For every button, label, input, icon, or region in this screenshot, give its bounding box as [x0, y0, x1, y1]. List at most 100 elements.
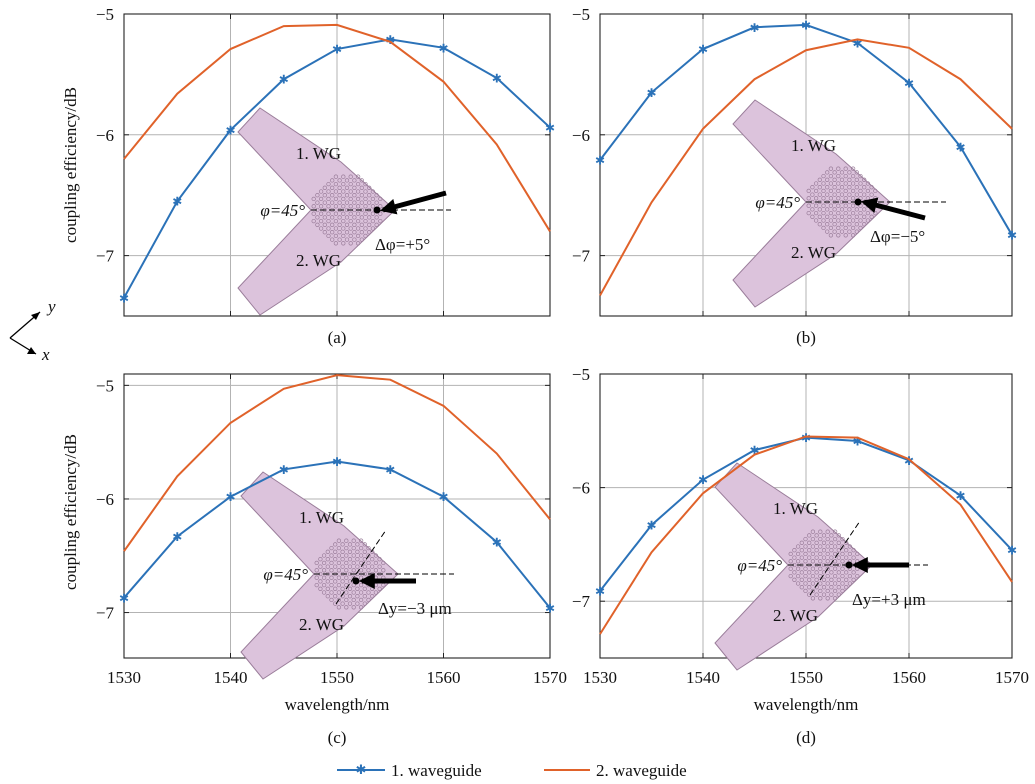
grating-hole [340, 549, 345, 554]
grating-hole [839, 229, 845, 234]
grating-hole [314, 568, 319, 573]
inset-wg2-label: 2. WG [773, 606, 818, 625]
grating-hole [370, 226, 376, 231]
grating-hole [341, 211, 346, 216]
grating-hole [810, 581, 816, 586]
inset-wg2-label: 2. WG [299, 615, 344, 634]
grating-hole [333, 557, 338, 562]
grating-hole [844, 570, 849, 575]
grating-hole [359, 193, 364, 198]
grating-hole [333, 542, 338, 547]
grating-hole [347, 564, 353, 569]
grating-hole [348, 211, 353, 216]
grating-hole [330, 230, 335, 235]
grating-hole [847, 229, 852, 234]
grating-hole [341, 181, 346, 187]
fiber-position-dot [373, 206, 381, 214]
grating-hole [817, 192, 822, 197]
grating-hole [355, 241, 361, 246]
inset-wg1-label: 1. WG [791, 136, 836, 155]
grating-hole [825, 559, 830, 564]
grating-hole [821, 585, 827, 590]
incidence-arrow [860, 197, 926, 221]
grating-hole [858, 210, 863, 216]
grating-hole [813, 188, 819, 194]
grating-hole [333, 174, 339, 179]
grating-hole [799, 548, 804, 553]
grating-hole [337, 178, 342, 183]
grating-hole [810, 573, 816, 579]
grating-hole [347, 601, 353, 606]
grating-hole [351, 553, 356, 558]
grating-hole [370, 189, 376, 194]
grating-hole [374, 193, 379, 198]
grating-hole [352, 237, 357, 242]
grating-hole [807, 540, 812, 545]
grating-hole [795, 566, 801, 571]
grating-hole [344, 553, 349, 558]
grating-hole [858, 181, 863, 186]
grating-hole [381, 568, 386, 573]
grating-hole [844, 548, 849, 553]
grating-hole [829, 577, 834, 582]
grating-hole [318, 204, 324, 209]
grating-hole [865, 188, 871, 194]
grating-hole [325, 549, 330, 554]
grating-hole [817, 214, 822, 219]
grating-hole [862, 185, 867, 190]
data-point-star-icon: ✱ [438, 490, 448, 504]
grating-hole [322, 215, 327, 220]
grating-hole [829, 555, 834, 560]
grating-hole [352, 222, 357, 227]
grating-hole [803, 559, 808, 564]
grating-hole [366, 553, 371, 558]
y-direction-label: y [46, 297, 56, 316]
grating-hole [850, 210, 856, 216]
grating-holes [806, 166, 878, 238]
grating-hole [828, 225, 834, 231]
grating-hole [325, 586, 330, 591]
grating-hole [825, 536, 830, 542]
grating-hole [344, 568, 349, 573]
grating-hole [850, 233, 856, 238]
grating-hole [814, 548, 819, 553]
grating-hole [370, 196, 376, 202]
grating-hole [828, 173, 834, 179]
grating-hole [847, 581, 853, 586]
grating-hole [333, 579, 338, 584]
grating-hole [366, 545, 371, 551]
grating-hole [366, 590, 371, 595]
grating-hole [788, 551, 793, 557]
grating-hole [869, 185, 874, 190]
grating-hole [344, 582, 349, 588]
grating-hole [865, 181, 871, 186]
grating-hole [843, 173, 848, 179]
grating-hole [836, 533, 841, 538]
data-point-star-icon: ✱ [904, 454, 914, 468]
grating-hole [322, 230, 327, 235]
grating-hole [803, 544, 808, 549]
data-point-star-icon: ✱ [119, 591, 129, 605]
inset-coupler-schematic: 1. WG 2. WG φ=45° Δy=+3 μm [714, 462, 928, 671]
grating-hole [821, 548, 827, 553]
grating-hole [810, 596, 816, 601]
grating-hole [843, 166, 848, 171]
grating-hole [788, 566, 793, 571]
grating-hole [862, 222, 867, 227]
grating-hole [810, 551, 816, 557]
grating-hole [341, 233, 346, 239]
grating-hole [836, 225, 841, 231]
grating-hole [344, 222, 350, 227]
data-point-star-icon: ✱ [595, 154, 605, 168]
grating-hole [825, 207, 830, 212]
grating-hole [844, 577, 849, 582]
grating-hole [325, 594, 330, 599]
grating-hole [322, 222, 327, 227]
grating-hole [363, 181, 368, 187]
grating-hole [832, 177, 837, 182]
grating-hole [847, 185, 852, 190]
grating-hole [337, 230, 342, 235]
legend-item-waveguide-1: ✱ 1. waveguide [337, 761, 482, 780]
grating-hole [836, 210, 841, 216]
grating-hole [359, 178, 364, 183]
